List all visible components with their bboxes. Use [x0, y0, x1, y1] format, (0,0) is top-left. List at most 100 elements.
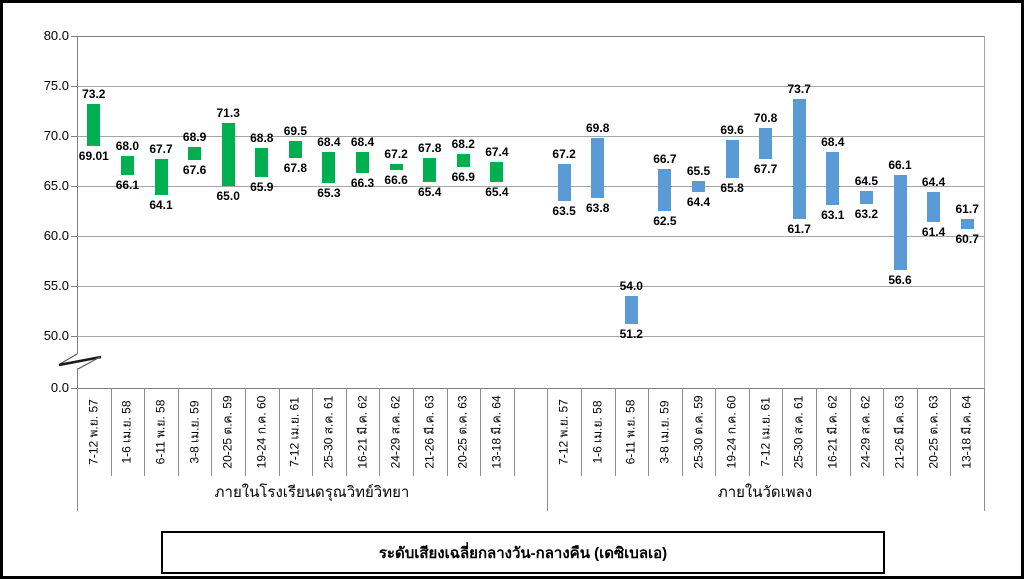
- bar-temple: [759, 128, 773, 159]
- bar-high-label: 68.4: [350, 135, 375, 149]
- gridline: [77, 336, 984, 337]
- bar-low-label: 51.2: [619, 327, 643, 341]
- bar-high-label: 61.7: [955, 202, 979, 216]
- category-separator: [950, 388, 952, 476]
- x-category-label: 19-24 ก.ค. 60: [254, 395, 269, 469]
- bar-low-label: 63.8: [586, 201, 610, 215]
- y-axis-line-lower: [77, 368, 78, 388]
- bar-high-label: 69.6: [720, 123, 744, 137]
- chart-title: ระดับเสียงเฉลี่ยกลางวัน-กลางคืน (เดซิเบล…: [378, 544, 668, 562]
- category-separator: [916, 388, 918, 476]
- bar-low-label: 61.7: [787, 222, 811, 236]
- category-separator: [379, 388, 381, 476]
- y-axis-tick: [71, 236, 77, 237]
- x-category-label: 20-25 ต.ค. 59: [220, 395, 235, 469]
- bar-school: [221, 123, 235, 186]
- x-category-label: 3-8 เม.ย. 59: [657, 400, 672, 464]
- x-category-label: 16-21 มี.ค. 62: [825, 395, 840, 469]
- bar-school: [356, 152, 369, 173]
- bar-temple: [859, 191, 873, 204]
- category-separator: [883, 388, 885, 476]
- bar-temple: [591, 138, 605, 198]
- bar-low-label: 65.3: [317, 186, 341, 200]
- bar-high-label: 67.4: [485, 145, 509, 159]
- bar-high-label: 68.4: [317, 135, 341, 149]
- bar-low-label: 67.6: [182, 163, 207, 177]
- y-axis-tick: [71, 86, 77, 87]
- category-separator: [110, 388, 112, 476]
- category-separator: [245, 388, 246, 476]
- x-category-label: 19-24 ก.ค. 60: [724, 395, 739, 469]
- bar-high-label: 68.0: [115, 139, 140, 153]
- bar-high-label: 70.8: [753, 111, 778, 125]
- category-separator: [648, 388, 650, 476]
- gridline: [77, 236, 984, 237]
- bar-high-label: 66.1: [888, 158, 912, 172]
- y-axis-tick: [71, 286, 77, 287]
- bar-high-label: 73.2: [82, 87, 106, 101]
- bar-school: [120, 156, 134, 175]
- category-separator: [312, 388, 314, 476]
- x-category-label: 7-12 เม.ย. 61: [758, 397, 773, 467]
- category-separator: [849, 388, 851, 476]
- bar-school: [255, 148, 269, 177]
- bar-high-label: 67.2: [552, 147, 576, 161]
- bar-school: [423, 158, 437, 182]
- bar-temple: [893, 175, 907, 270]
- bar-school: [154, 159, 168, 195]
- bar-temple: [692, 181, 705, 192]
- bar-school: [322, 152, 336, 183]
- y-tick-label: 0.0: [50, 380, 69, 395]
- y-tick-label: 75.0: [43, 78, 69, 93]
- x-category-label: 21-26 มี.ค. 63: [422, 395, 437, 469]
- category-separator: [446, 388, 448, 476]
- bar-low-label: 65.8: [720, 181, 744, 195]
- category-separator: [513, 388, 515, 476]
- bar-low-label: 69.01: [78, 148, 109, 163]
- bar-low-label: 62.5: [653, 214, 677, 228]
- bar-high-label: 68.2: [451, 137, 475, 151]
- x-category-label: 21-26 มี.ค. 63: [892, 395, 907, 469]
- x-category-label: 13-18 มี.ค. 64: [489, 395, 504, 469]
- category-separator: [412, 388, 414, 476]
- bar-school: [188, 147, 202, 160]
- group-label-temple: ภายในวัดเพลง: [717, 484, 813, 501]
- bar-temple: [725, 140, 739, 178]
- category-separator: [580, 388, 582, 476]
- bar-high-label: 69.5: [283, 124, 308, 138]
- bar-school: [456, 154, 470, 167]
- x-category-label: 6-11 พ.ย. 58: [623, 399, 638, 465]
- y-axis-tick: [71, 186, 77, 187]
- x-category-label: 7-12 เม.ย. 61: [287, 397, 302, 467]
- category-separator: [77, 388, 78, 511]
- category-separator: [547, 388, 549, 511]
- category-separator: [345, 388, 347, 476]
- category-separator: [480, 388, 482, 476]
- y-axis-tick: [71, 336, 77, 337]
- category-separator: [681, 388, 683, 476]
- bar-high-label: 68.4: [821, 135, 845, 149]
- category-separator: [177, 388, 179, 476]
- x-category-label: 7-12 พ.ย. 57: [556, 399, 571, 465]
- bar-low-label: 67.7: [753, 162, 778, 176]
- bar-temple: [658, 169, 672, 211]
- bar-low-label: 56.6: [888, 273, 912, 287]
- category-separator: [144, 388, 146, 476]
- category-separator: [278, 388, 280, 476]
- bar-school: [490, 162, 504, 182]
- bar-low-label: 65.4: [485, 185, 509, 199]
- bar-high-label: 65.5: [686, 164, 711, 178]
- bar-low-label: 65.4: [418, 185, 442, 199]
- bar-low-label: 64.4: [686, 195, 711, 209]
- bar-low-label: 65.0: [216, 189, 240, 203]
- bar-high-label: 54.0: [619, 279, 643, 293]
- bar-low-label: 66.6: [384, 173, 408, 187]
- bar-temple: [960, 219, 974, 229]
- bar-low-label: 61.4: [921, 225, 946, 239]
- bar-low-label: 60.7: [955, 232, 979, 246]
- bar-temple: [557, 164, 571, 201]
- y-axis-tick: [71, 36, 77, 37]
- x-category-label: 16-21 มี.ค. 62: [355, 395, 369, 469]
- bar-low-label: 66.1: [115, 178, 140, 192]
